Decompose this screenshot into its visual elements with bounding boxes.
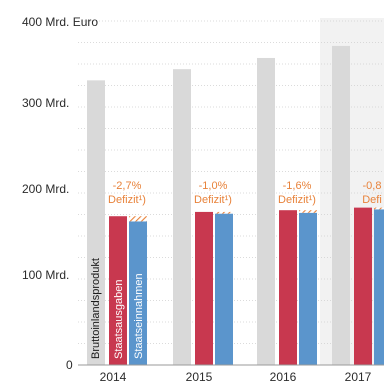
y-tick-label: 400 Mrd. Euro: [22, 15, 98, 29]
bar-bruttoinlandsprodukt-2016: [257, 57, 275, 365]
bar-staatseinnahmen-2014: [129, 221, 147, 365]
bar-staatseinnahmen-2017: [374, 209, 384, 365]
bar-staatsausgaben-2017: [354, 207, 372, 365]
deficit-hatch-2014: [129, 216, 147, 222]
bar-bruttoinlandsprodukt-2014: [87, 80, 105, 365]
deficit-word-label: Defi: [362, 194, 382, 206]
y-tick-label: 200 Mrd.: [22, 182, 69, 196]
y-tick-label: 100 Mrd.: [22, 268, 69, 282]
series-label-staatseinnahmen: Staatseinnahmen: [133, 273, 145, 359]
x-tick-label: 2015: [186, 370, 213, 383]
y-tick-label: 0: [66, 358, 73, 372]
deficit-word-label: Defizit¹): [108, 194, 146, 206]
bar-staatseinnahmen-2016: [299, 212, 317, 365]
bar-staatsausgaben-2015: [195, 211, 213, 365]
series-label-bruttoinlandsprodukt: Bruttoinlandsprodukt: [90, 258, 102, 359]
deficit-hatch-2015: [215, 211, 233, 214]
labels: 0 100 Mrd. 200 Mrd. 300 Mrd. 400 Mrd. Euro 20…: [22, 15, 382, 383]
bar-bruttoinlandsprodukt-2017: [332, 45, 350, 365]
deficit-percent-label: -1,0%: [199, 180, 228, 192]
deficit-hatch-2017: [374, 207, 384, 210]
bar-staatsausgaben-2016: [279, 210, 297, 365]
x-tick-label: 2017: [345, 370, 372, 383]
x-tick-label: 2016: [270, 370, 297, 383]
deficit-word-label: Defizit¹): [194, 194, 232, 206]
deficit-percent-label: -1,6%: [283, 180, 312, 192]
deficit-word-label: Defizit¹): [278, 194, 316, 206]
series-label-staatsausgaben: Staatsausgaben: [113, 279, 125, 359]
x-tick-label: 2014: [100, 370, 127, 383]
y-tick-label: 300 Mrd.: [22, 96, 69, 110]
bar-bruttoinlandsprodukt-2015: [173, 69, 191, 365]
bar-staatseinnahmen-2015: [215, 213, 233, 365]
bars: [87, 45, 384, 365]
highlight-2017-band: [320, 18, 384, 365]
deficit-percent-label: -2,7%: [113, 180, 142, 192]
bar-staatsausgaben-2014: [109, 216, 127, 365]
deficit-percent-label: -0,8: [363, 180, 382, 192]
deficit-hatch-2016: [299, 210, 317, 213]
